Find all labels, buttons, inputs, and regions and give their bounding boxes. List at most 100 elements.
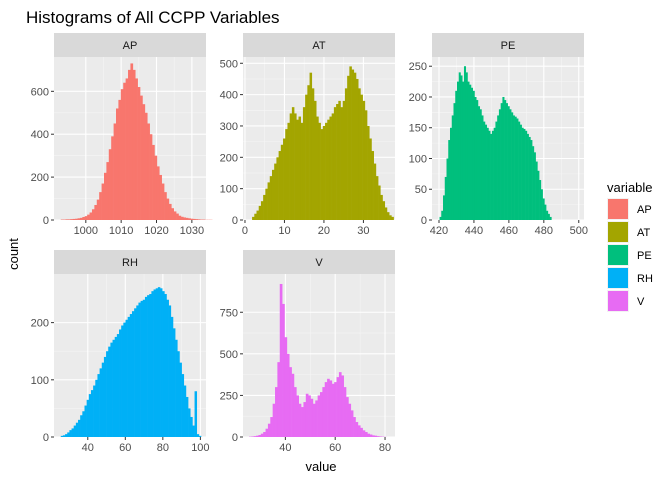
- histogram-bar: [112, 339, 116, 437]
- histogram-bar: [99, 192, 102, 220]
- histogram-bar: [479, 109, 482, 220]
- histogram-bar: [77, 218, 81, 220]
- legend-swatch: [608, 199, 628, 219]
- histogram-bar: [355, 78, 359, 220]
- strip-label: V: [315, 257, 323, 269]
- histogram-bar: [90, 390, 94, 437]
- histogram-bar: [453, 103, 456, 220]
- histogram-bar: [504, 100, 507, 220]
- histogram-bar: [362, 430, 366, 437]
- histogram-bar: [309, 72, 313, 220]
- y-tick-label: 500: [220, 349, 238, 361]
- histogram-bar: [341, 375, 344, 437]
- histogram-bar: [137, 87, 141, 221]
- histogram-bar: [303, 402, 307, 437]
- histogram-bar: [111, 136, 114, 220]
- histogram-bar: [549, 216, 552, 220]
- histogram-bar: [91, 209, 95, 220]
- histogram-bar: [291, 373, 295, 437]
- histogram-bar: [331, 113, 335, 220]
- histogram-bar: [481, 115, 484, 220]
- histogram-bar: [516, 118, 519, 220]
- histogram-bar: [367, 125, 370, 220]
- histogram-bar: [349, 66, 352, 221]
- histogram-bar: [358, 88, 361, 220]
- strip-label: PE: [501, 40, 516, 52]
- x-tick-label: 1010: [109, 225, 133, 237]
- histogram-bar: [265, 188, 268, 220]
- legend-swatch: [608, 245, 628, 265]
- y-tick-label: 0: [43, 215, 49, 227]
- histogram-bar: [178, 215, 182, 220]
- y-axis-label: count: [6, 238, 21, 270]
- histogram-bar: [316, 116, 319, 220]
- histogram-bar: [130, 63, 134, 221]
- x-tick-label: 40: [82, 442, 94, 454]
- x-tick-label: 1000: [74, 225, 98, 237]
- histogram-bar: [301, 407, 304, 437]
- histogram-bar: [353, 72, 357, 220]
- histogram-bar: [75, 422, 79, 437]
- histogram-bar: [298, 116, 302, 220]
- histogram-bar: [278, 151, 282, 220]
- histogram-bar: [156, 166, 160, 220]
- histogram-bar: [360, 94, 363, 220]
- x-tick-label: 30: [357, 225, 369, 237]
- histogram-bar: [336, 377, 340, 437]
- histogram-bar: [96, 199, 100, 220]
- histogram-bar: [106, 351, 109, 437]
- histogram-bar: [80, 415, 83, 437]
- histogram-bar: [260, 433, 264, 437]
- histogram-bar: [256, 435, 259, 437]
- histogram-bar: [140, 300, 144, 437]
- strip-pe: [432, 33, 584, 57]
- histogram-bar: [82, 411, 85, 437]
- histogram-bar: [317, 395, 321, 437]
- histogram-bar: [94, 204, 98, 220]
- histogram-bar: [103, 356, 107, 437]
- histogram-bar: [65, 434, 68, 437]
- histogram-bar: [267, 423, 271, 437]
- histogram-bar: [521, 127, 524, 220]
- histogram-bar: [491, 130, 494, 220]
- histogram-bar: [519, 124, 522, 220]
- legend-swatch: [608, 268, 628, 288]
- histogram-bar: [128, 69, 131, 220]
- histogram-bar: [252, 216, 255, 220]
- histogram-bar: [293, 387, 297, 437]
- histogram-bar: [318, 122, 321, 220]
- x-axis-label: value: [305, 459, 336, 474]
- histogram-bar: [71, 428, 75, 437]
- histogram-bar: [298, 403, 302, 437]
- histogram-bar: [329, 116, 332, 220]
- x-tick-label: 80: [157, 442, 169, 454]
- histogram-bar: [121, 325, 124, 437]
- histogram-bar: [444, 176, 447, 220]
- legend-label: V: [637, 296, 645, 308]
- histogram-bar: [135, 78, 138, 221]
- histogram-bar: [312, 403, 316, 437]
- y-tick-label: 600: [31, 86, 49, 98]
- histogram-bar: [144, 296, 148, 437]
- histogram-bar: [525, 130, 528, 220]
- histogram-bar: [175, 339, 178, 437]
- histogram-bar: [286, 353, 290, 437]
- histogram-bar: [101, 183, 105, 220]
- y-tick-label: 100: [220, 184, 238, 196]
- histogram-bar: [511, 112, 514, 220]
- histogram-bar: [170, 316, 174, 437]
- histogram-bar: [73, 425, 77, 437]
- histogram-bar: [346, 397, 349, 437]
- histogram-bar: [101, 362, 105, 437]
- histogram-bar: [149, 134, 153, 220]
- histogram-bar: [258, 205, 262, 220]
- histogram-bar: [373, 163, 377, 220]
- legend-label: PE: [637, 250, 652, 262]
- histogram-bar: [498, 109, 501, 220]
- x-tick-label: 100: [191, 442, 209, 454]
- histogram-bar: [391, 216, 394, 220]
- histogram-bar: [465, 72, 468, 221]
- histogram-bar: [369, 434, 373, 437]
- histogram-bar: [535, 161, 538, 220]
- x-tick-label: 0: [242, 225, 248, 237]
